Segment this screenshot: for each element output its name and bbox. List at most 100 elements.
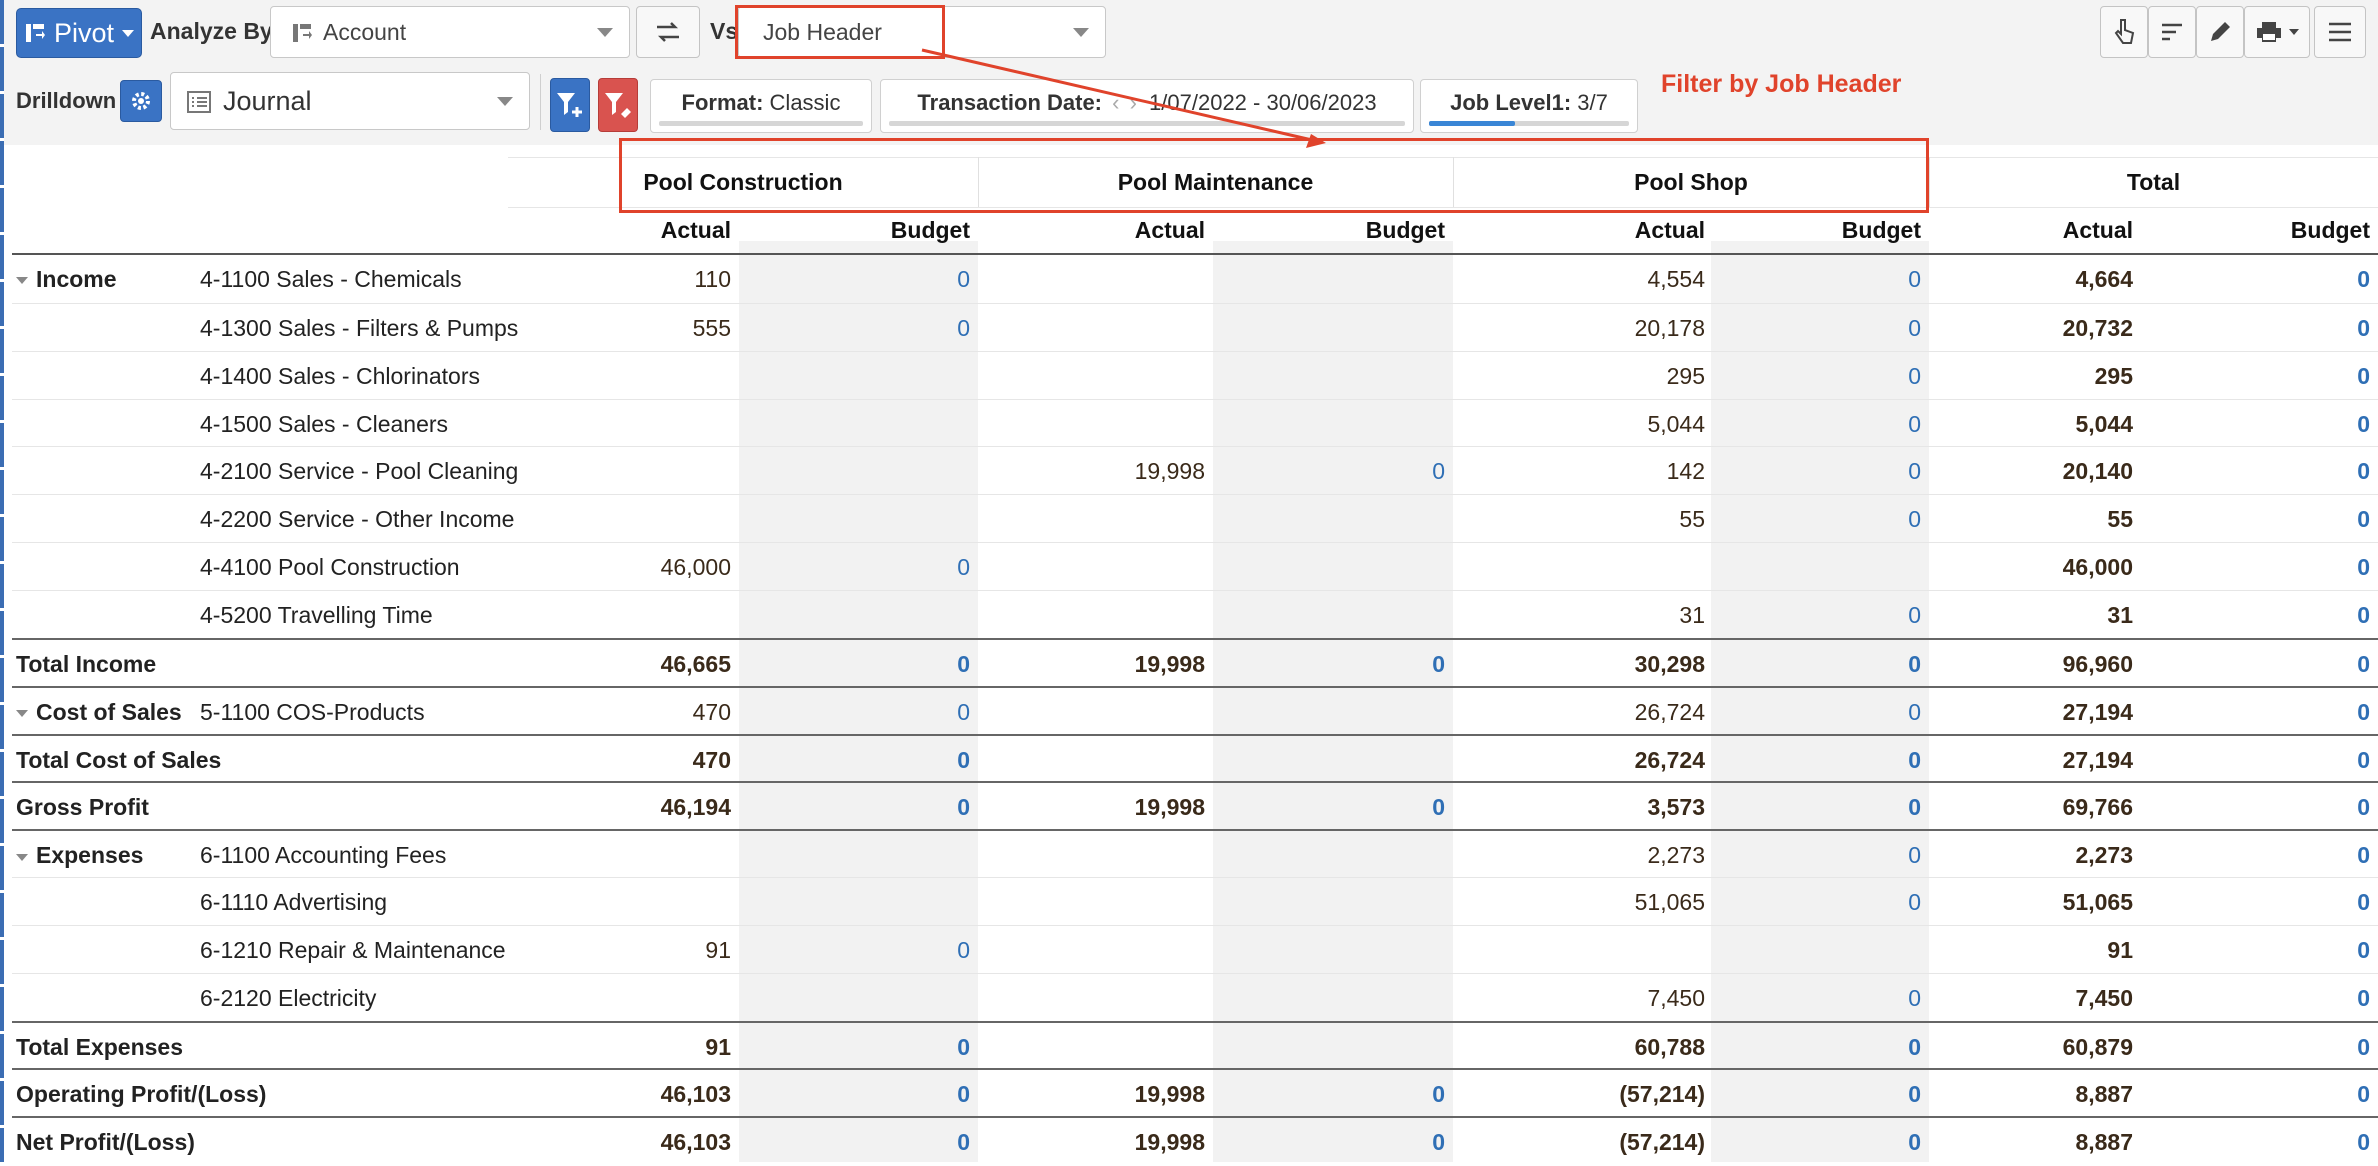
- budget-cell[interactable]: 0: [2357, 1033, 2370, 1060]
- row-account-label[interactable]: 6-2120 Electricity: [200, 984, 377, 1011]
- budget-cell[interactable]: 0: [1432, 458, 1445, 485]
- actual-cell[interactable]: 46,665: [660, 650, 731, 677]
- actual-cell[interactable]: [978, 831, 1205, 879]
- column-actual[interactable]: Actual: [2062, 217, 2133, 243]
- actual-cell[interactable]: 46,000: [660, 554, 731, 581]
- actual-cell[interactable]: 110: [694, 266, 731, 292]
- actual-cell[interactable]: 4,664: [2075, 266, 2133, 292]
- budget-cell[interactable]: [1213, 974, 1445, 1022]
- column-group-pool-construction[interactable]: Pool Construction: [643, 169, 843, 195]
- actual-cell[interactable]: [508, 400, 731, 448]
- actual-cell[interactable]: 19,998: [1134, 1081, 1205, 1108]
- budget-cell[interactable]: [1213, 255, 1445, 303]
- actual-cell[interactable]: 555: [692, 314, 731, 341]
- table-row[interactable]: 4-1400 Sales - Chlorinators 295 0 295 0: [12, 350, 2378, 400]
- budget-cell[interactable]: [1213, 736, 1445, 784]
- actual-cell[interactable]: [1453, 543, 1705, 591]
- budget-cell[interactable]: 0: [1908, 362, 1921, 389]
- drilldown-select[interactable]: Journal: [170, 72, 530, 130]
- actual-cell[interactable]: 8,887: [2075, 1081, 2133, 1108]
- actual-cell[interactable]: [978, 1023, 1205, 1071]
- actual-cell[interactable]: 55: [1679, 506, 1705, 533]
- print-button[interactable]: [2244, 6, 2310, 58]
- chevron-left-icon[interactable]: ‹: [1112, 90, 1120, 115]
- row-account-label[interactable]: 4-4100 Pool Construction: [200, 554, 460, 581]
- budget-cell[interactable]: 0: [957, 650, 970, 677]
- drilldown-settings-button[interactable]: [120, 80, 162, 122]
- actual-cell[interactable]: 19,998: [1134, 794, 1205, 821]
- actual-cell[interactable]: 51,065: [2062, 889, 2133, 916]
- actual-cell[interactable]: (57,214): [1619, 1081, 1705, 1108]
- budget-cell[interactable]: [739, 974, 970, 1022]
- actual-cell[interactable]: [508, 447, 731, 495]
- actual-cell[interactable]: 31: [2107, 601, 2133, 628]
- budget-cell[interactable]: 0: [1432, 650, 1445, 677]
- actual-cell[interactable]: 60,879: [2062, 1033, 2133, 1060]
- budget-cell[interactable]: 0: [1908, 746, 1921, 773]
- row-section-label[interactable]: Cost of Sales: [16, 688, 182, 736]
- budget-cell[interactable]: 0: [1908, 1081, 1921, 1108]
- actual-cell[interactable]: 55: [2107, 506, 2133, 533]
- table-row[interactable]: 4-1500 Sales - Cleaners 5,044 0 5,044 0: [12, 398, 2378, 448]
- actual-cell[interactable]: [978, 974, 1205, 1022]
- budget-cell[interactable]: [1711, 926, 1921, 974]
- budget-cell[interactable]: 0: [957, 266, 970, 292]
- actual-cell[interactable]: [508, 352, 731, 400]
- pivot-button[interactable]: Pivot: [16, 8, 142, 58]
- column-budget[interactable]: Budget: [2290, 217, 2370, 243]
- budget-cell[interactable]: 0: [1908, 650, 1921, 677]
- budget-cell[interactable]: 0: [1908, 794, 1921, 821]
- budget-cell[interactable]: 0: [1908, 842, 1921, 869]
- budget-cell[interactable]: [739, 400, 970, 448]
- budget-cell[interactable]: [739, 878, 970, 926]
- actual-cell[interactable]: 3,573: [1647, 794, 1705, 821]
- budget-cell[interactable]: [739, 447, 970, 495]
- row-account-label[interactable]: 4-2100 Service - Pool Cleaning: [200, 458, 519, 485]
- filter-chip-job-level1[interactable]: Job Level1: 3/7: [1420, 79, 1638, 133]
- column-actual[interactable]: Actual: [1134, 217, 1205, 243]
- filter-chip-format[interactable]: Format: Classic: [650, 79, 872, 133]
- budget-cell[interactable]: 0: [2357, 458, 2370, 485]
- actual-cell[interactable]: [508, 591, 731, 639]
- budget-cell[interactable]: [1213, 831, 1445, 879]
- budget-cell[interactable]: 0: [1432, 1081, 1445, 1108]
- table-row[interactable]: 4-2200 Service - Other Income 55 0 55 0: [12, 494, 2378, 543]
- budget-cell[interactable]: 0: [2357, 936, 2370, 963]
- table-row[interactable]: 4-5200 Travelling Time 31 0 31 0: [12, 589, 2378, 639]
- actual-cell[interactable]: 31: [1679, 601, 1705, 628]
- budget-cell[interactable]: 0: [2357, 650, 2370, 677]
- table-row[interactable]: 6-1110 Advertising 51,065 0 51,065 0: [12, 877, 2378, 926]
- actual-cell[interactable]: 91: [705, 936, 731, 963]
- column-actual[interactable]: Actual: [1634, 217, 1705, 243]
- budget-cell[interactable]: 0: [2357, 794, 2370, 821]
- add-filter-button[interactable]: [550, 78, 590, 132]
- actual-cell[interactable]: 2,273: [2075, 842, 2133, 869]
- total-row[interactable]: Total Expenses 91 0 60,788 0 60,879 0: [12, 1020, 2378, 1071]
- row-account-label[interactable]: 4-1100 Sales - Chemicals: [200, 266, 462, 292]
- table-row[interactable]: 4-2100 Service - Pool Cleaning 19,998 0 142…: [12, 446, 2378, 495]
- budget-cell[interactable]: 0: [1908, 1033, 1921, 1060]
- budget-cell[interactable]: 0: [1908, 410, 1921, 437]
- row-account-label[interactable]: 4-1500 Sales - Cleaners: [200, 410, 449, 437]
- budget-cell[interactable]: 0: [2357, 314, 2370, 341]
- actual-cell[interactable]: 26,724: [1634, 746, 1705, 773]
- budget-cell[interactable]: 0: [2357, 746, 2370, 773]
- budget-cell[interactable]: [739, 352, 970, 400]
- budget-cell[interactable]: 0: [1908, 889, 1921, 916]
- budget-cell[interactable]: 0: [957, 1129, 970, 1156]
- column-budget[interactable]: Budget: [1841, 217, 1921, 243]
- table-row[interactable]: Expenses 6-1100 Accounting Fees 2,273 0 2,27…: [12, 829, 2378, 879]
- analyze-by-select[interactable]: Account: [270, 6, 630, 58]
- budget-cell[interactable]: 0: [1908, 698, 1921, 725]
- budget-cell[interactable]: 0: [957, 1033, 970, 1060]
- filter-chip-transaction-date[interactable]: Transaction Date: ‹ › 1/07/2022 - 30/06/…: [880, 79, 1414, 133]
- actual-cell[interactable]: 4,554: [1647, 266, 1705, 292]
- actual-cell[interactable]: [508, 831, 731, 879]
- chevron-right-icon[interactable]: ›: [1129, 90, 1137, 115]
- actual-cell[interactable]: 19,998: [1134, 1129, 1205, 1156]
- budget-cell[interactable]: 0: [2357, 410, 2370, 437]
- actual-cell[interactable]: [508, 974, 731, 1022]
- actual-cell[interactable]: [978, 878, 1205, 926]
- actual-cell[interactable]: 142: [1666, 458, 1705, 485]
- actual-cell[interactable]: 470: [692, 746, 731, 773]
